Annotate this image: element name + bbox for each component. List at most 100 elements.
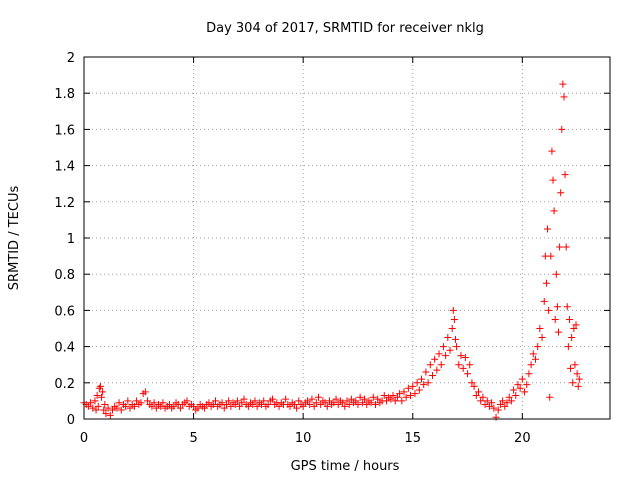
data-point <box>209 401 217 409</box>
data-point <box>94 402 102 410</box>
data-point <box>108 406 116 414</box>
data-point <box>293 404 301 412</box>
data-point <box>205 399 213 407</box>
data-point <box>559 80 567 88</box>
data-point <box>358 399 366 407</box>
data-point <box>507 397 515 405</box>
data-point <box>325 397 333 405</box>
data-point <box>415 386 423 394</box>
data-point <box>560 93 568 101</box>
data-point <box>222 401 230 409</box>
data-point <box>89 404 97 412</box>
data-point <box>352 397 360 405</box>
x-axis-label: GPS time / hours <box>291 459 400 474</box>
data-point <box>455 361 463 369</box>
data-point <box>540 297 548 305</box>
data-point <box>472 391 480 399</box>
data-point <box>130 402 138 410</box>
data-point <box>183 397 191 405</box>
data-point <box>488 399 496 407</box>
data-point <box>308 395 316 403</box>
data-point <box>363 401 371 409</box>
data-point <box>389 391 397 399</box>
data-point <box>538 334 546 342</box>
data-point <box>558 125 566 133</box>
data-point <box>503 399 511 407</box>
data-point <box>547 252 555 260</box>
data-point <box>260 397 268 405</box>
data-point <box>106 411 114 419</box>
data-point <box>231 401 239 409</box>
data-point <box>546 393 554 401</box>
y-tick-label: 2 <box>67 51 75 66</box>
data-point <box>249 401 257 409</box>
data-point <box>124 397 132 405</box>
data-point <box>457 352 465 360</box>
data-point <box>93 391 101 399</box>
data-point <box>380 391 388 399</box>
data-point <box>565 315 573 323</box>
data-point <box>404 384 412 392</box>
data-point <box>439 343 447 351</box>
data-point <box>290 401 298 409</box>
data-point <box>104 404 112 412</box>
data-point <box>435 350 443 358</box>
data-point <box>505 393 513 401</box>
data-point <box>557 189 565 197</box>
data-point <box>479 393 487 401</box>
data-point <box>516 384 524 392</box>
data-point <box>418 375 426 383</box>
data-point <box>100 406 108 414</box>
y-axis-label: SRMTID / TECUs <box>7 186 22 291</box>
data-point <box>220 404 228 412</box>
data-point <box>561 171 569 179</box>
data-point <box>212 397 219 405</box>
data-point <box>398 397 406 405</box>
y-tick-label: 1.8 <box>54 87 75 102</box>
data-point <box>330 399 338 407</box>
data-point <box>485 402 493 410</box>
data-point <box>190 402 198 410</box>
data-point <box>514 381 522 389</box>
data-point <box>527 361 535 369</box>
data-point <box>563 303 571 311</box>
data-point <box>310 402 318 410</box>
data-point <box>544 225 552 233</box>
data-point <box>501 402 509 410</box>
data-point <box>450 315 458 323</box>
y-tick-label: 1.2 <box>54 196 75 211</box>
data-point <box>448 325 456 332</box>
data-point <box>275 402 283 410</box>
y-tick-label: 0.8 <box>54 268 75 283</box>
data-point <box>253 402 261 410</box>
data-point <box>442 352 450 360</box>
data-point <box>141 388 149 396</box>
data-point <box>411 390 419 398</box>
data-point <box>341 402 349 410</box>
data-point <box>420 381 428 389</box>
data-point <box>176 404 184 412</box>
data-point <box>367 399 375 407</box>
data-point <box>490 404 498 412</box>
data-point <box>159 399 167 407</box>
y-tick-label: 1.6 <box>54 123 75 138</box>
data-point <box>553 303 561 311</box>
data-point <box>483 397 491 405</box>
data-point <box>531 355 539 363</box>
data-point <box>499 397 507 405</box>
data-point <box>550 207 558 215</box>
data-point <box>428 372 436 380</box>
plot-frame <box>83 56 611 420</box>
data-point <box>391 397 399 405</box>
data-point <box>343 397 351 405</box>
data-point <box>282 395 290 403</box>
data-point <box>568 334 576 342</box>
data-point <box>402 393 410 401</box>
data-point <box>361 395 369 403</box>
data-point <box>387 395 395 403</box>
data-point <box>536 325 544 332</box>
data-point <box>101 401 109 409</box>
data-point <box>437 361 445 369</box>
data-point <box>84 402 92 410</box>
data-point <box>99 388 107 396</box>
